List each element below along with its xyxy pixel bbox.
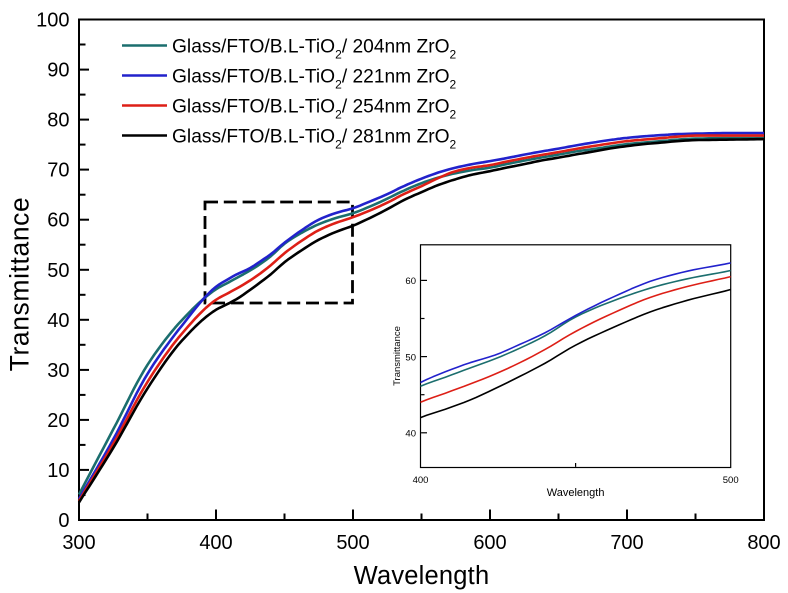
svg-text:40: 40	[405, 429, 416, 440]
svg-text:40: 40	[47, 310, 69, 332]
svg-text:30: 30	[47, 360, 69, 382]
svg-text:300: 300	[62, 532, 95, 554]
svg-text:400: 400	[413, 475, 429, 486]
svg-text:Wavelength: Wavelength	[547, 487, 605, 499]
svg-text:Transmittance: Transmittance	[392, 326, 403, 386]
svg-text:70: 70	[47, 160, 69, 182]
svg-text:50: 50	[405, 352, 416, 363]
svg-text:Glass/FTO/B.L-TiO2/ 204nm ZrO2: Glass/FTO/B.L-TiO2/ 204nm ZrO2	[172, 37, 457, 62]
svg-text:800: 800	[747, 532, 780, 554]
svg-text:500: 500	[336, 532, 369, 554]
svg-text:500: 500	[723, 475, 739, 486]
svg-text:400: 400	[199, 532, 232, 554]
svg-text:Glass/FTO/B.L-TiO2/ 281nm ZrO2: Glass/FTO/B.L-TiO2/ 281nm ZrO2	[172, 127, 457, 152]
svg-text:20: 20	[47, 410, 69, 432]
svg-text:100: 100	[36, 10, 69, 32]
svg-text:Wavelength: Wavelength	[354, 562, 490, 590]
svg-text:50: 50	[47, 260, 69, 282]
svg-text:600: 600	[473, 532, 506, 554]
svg-text:Transmittance: Transmittance	[5, 197, 35, 372]
svg-text:0: 0	[58, 510, 69, 532]
svg-text:Glass/FTO/B.L-TiO2/ 254nm ZrO2: Glass/FTO/B.L-TiO2/ 254nm ZrO2	[172, 97, 457, 122]
svg-text:10: 10	[47, 460, 69, 482]
svg-text:Glass/FTO/B.L-TiO2/ 221nm ZrO2: Glass/FTO/B.L-TiO2/ 221nm ZrO2	[172, 67, 457, 92]
svg-text:60: 60	[47, 210, 69, 232]
svg-text:60: 60	[405, 276, 416, 287]
svg-text:90: 90	[47, 60, 69, 82]
svg-text:700: 700	[610, 532, 643, 554]
svg-text:80: 80	[47, 110, 69, 132]
